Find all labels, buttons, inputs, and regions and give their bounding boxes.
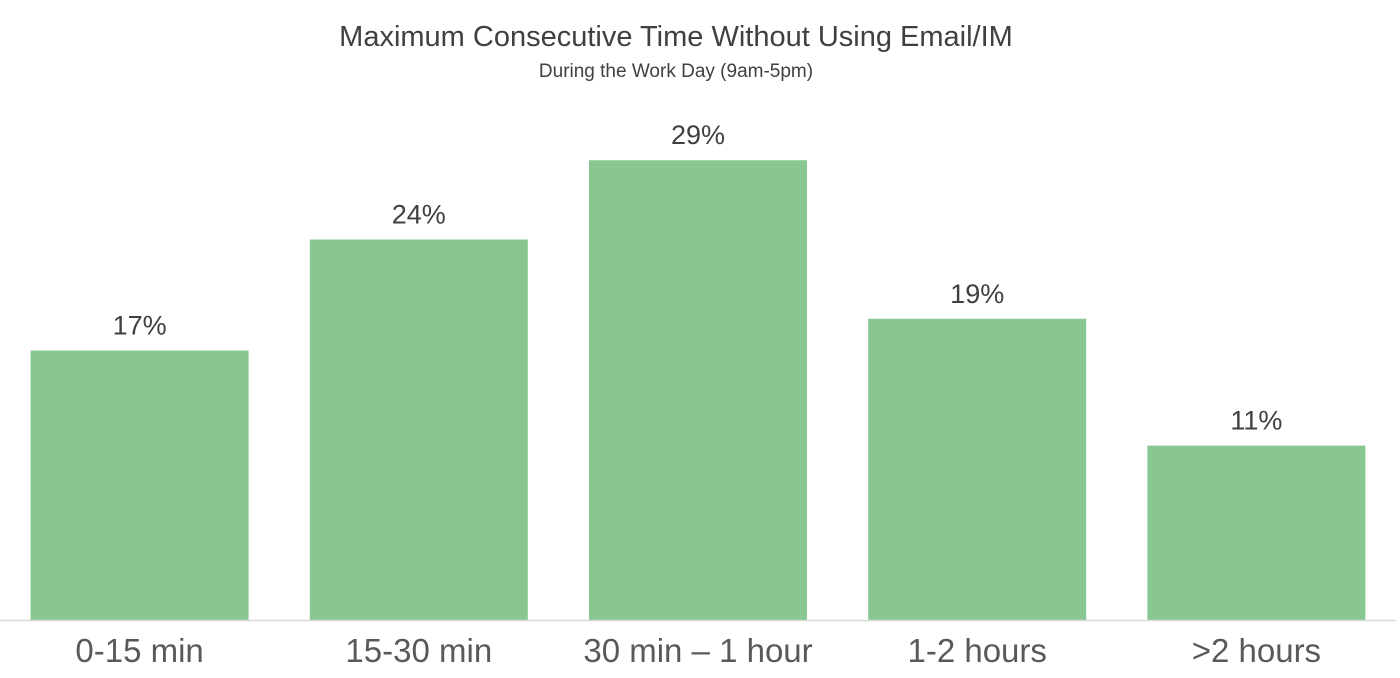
bar-1 <box>30 350 249 620</box>
x-tick-label-1: 0-15 min <box>75 632 203 669</box>
data-label-1: 17% <box>113 310 167 340</box>
bars <box>30 160 1366 620</box>
data-label-5: 11% <box>1230 406 1282 436</box>
x-tick-label-5: >2 hours <box>1192 632 1321 669</box>
bar-3 <box>589 160 807 620</box>
data-label-3: 29% <box>671 120 725 150</box>
chart-subtitle: During the Work Day (9am-5pm) <box>539 61 813 82</box>
x-tick-label-4: 1-2 hours <box>907 632 1046 669</box>
data-label-4: 19% <box>950 279 1004 309</box>
x-axis-tick-labels: 0-15 min 15-30 min 30 min – 1 hour 1-2 hour… <box>75 632 1321 669</box>
bar-4 <box>868 318 1087 620</box>
x-tick-label-3: 30 min – 1 hour <box>583 632 812 669</box>
bar-5 <box>1147 445 1366 620</box>
data-labels: 17% 24% 29% 19% 11% <box>113 120 1283 435</box>
bar-2 <box>309 239 528 620</box>
data-label-2: 24% <box>392 200 446 230</box>
x-tick-label-2: 15-30 min <box>345 632 492 669</box>
chart-title: Maximum Consecutive Time Without Using E… <box>339 21 1013 53</box>
